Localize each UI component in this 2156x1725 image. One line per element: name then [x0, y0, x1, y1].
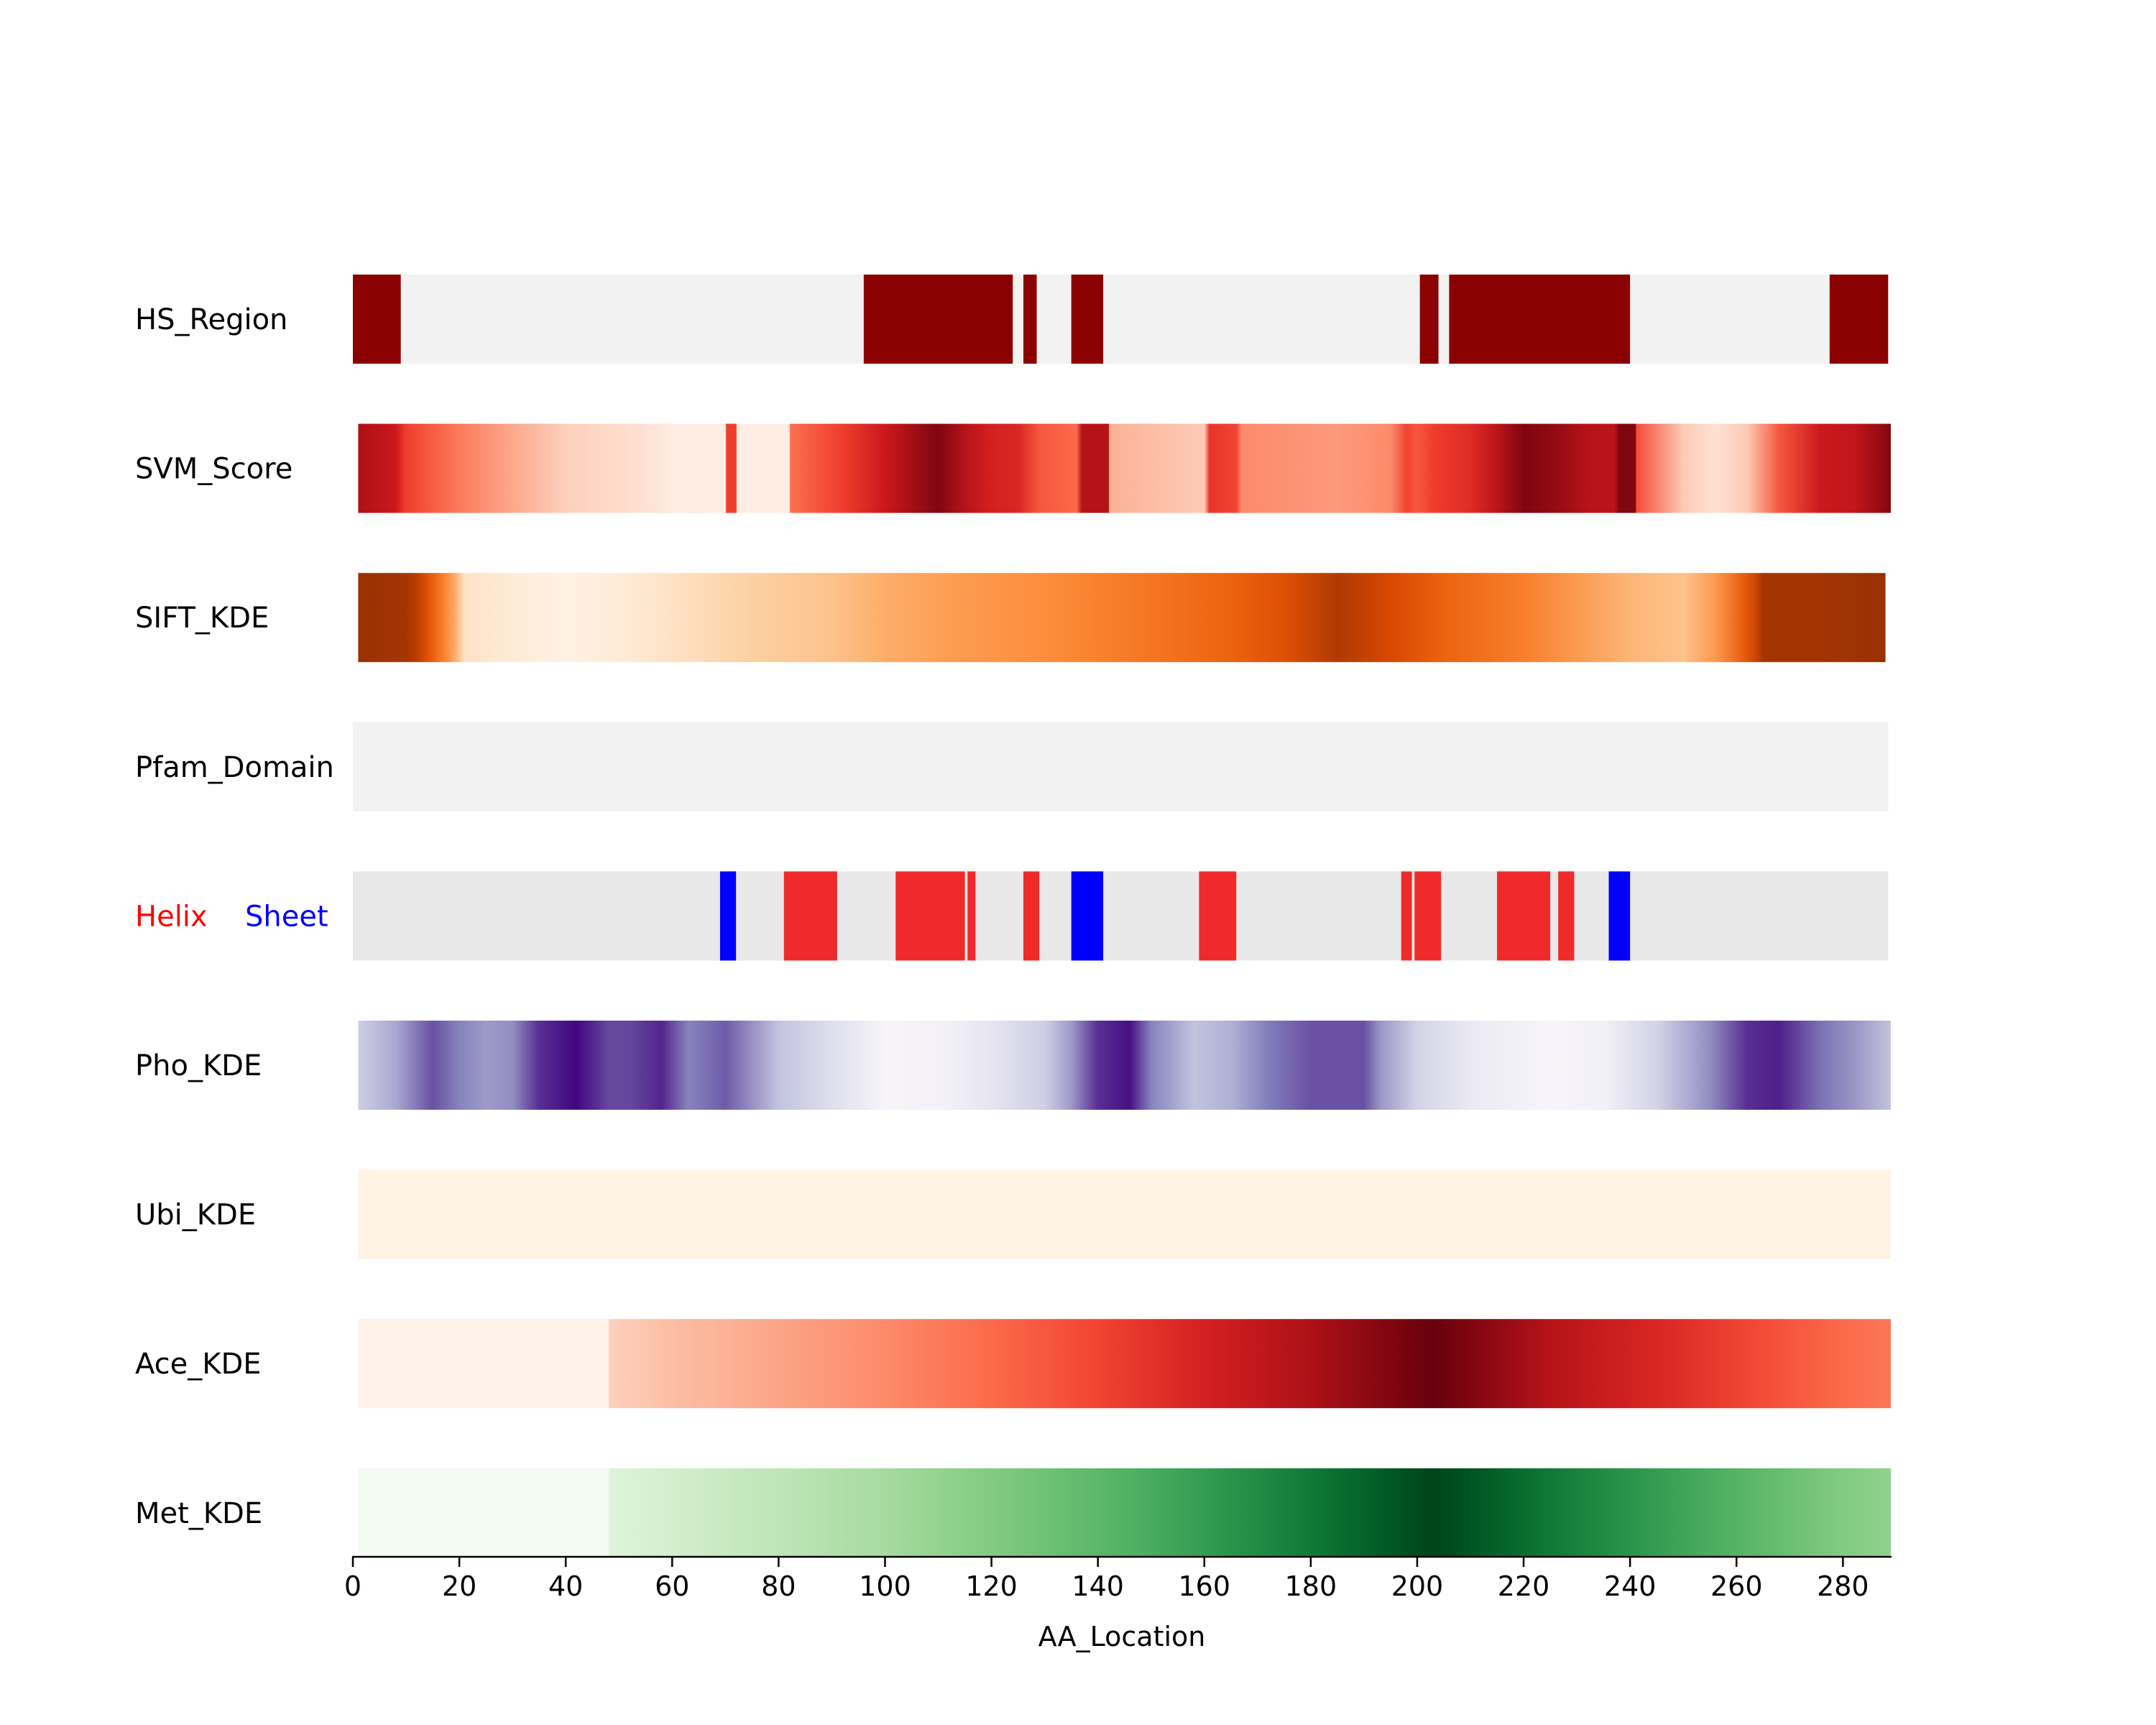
track-segment — [863, 275, 1013, 364]
track-label-svm-score: SVM_Score — [135, 453, 292, 486]
track-segment — [1449, 275, 1631, 364]
sheet-segment — [1608, 871, 1631, 961]
track-hs-region — [353, 275, 1889, 364]
track-background — [353, 871, 1889, 961]
track-label-ubi-kde: Ubi_KDE — [135, 1199, 256, 1232]
helix-segment — [1199, 871, 1237, 961]
track-gradient — [358, 1468, 1892, 1558]
helix-segment — [783, 871, 837, 961]
track-label-met-kde: Met_KDE — [135, 1497, 262, 1530]
helix-segment — [967, 871, 976, 961]
track-label-pfam-domain: Pfam_Domain — [135, 751, 334, 784]
track-ubi-kde — [358, 1169, 1892, 1259]
track-segment — [353, 275, 401, 364]
track-gradient — [358, 1169, 1892, 1259]
track-labels: HS_Region SVM_Score SIFT_KDE Pfam_Domain Hel… — [135, 303, 334, 1530]
track-segment — [1829, 275, 1889, 364]
x-tick-label: 160 — [1179, 1570, 1231, 1602]
x-tick-label: 140 — [1072, 1570, 1124, 1602]
x-axis: 0 20 40 60 80 100 120 140 160 180 200 220 240 260 280 … — [344, 1555, 1892, 1652]
x-axis-title: AA_Location — [1038, 1621, 1206, 1652]
track-ace-kde — [358, 1319, 1892, 1409]
x-tick-label: 280 — [1817, 1570, 1869, 1602]
track-segment — [1023, 275, 1037, 364]
x-tick-label: 220 — [1498, 1570, 1550, 1602]
tracks — [353, 275, 1892, 1558]
track-helix-sheet — [353, 871, 1889, 961]
x-tick-label: 80 — [761, 1570, 796, 1602]
x-tick-label: 180 — [1285, 1570, 1337, 1602]
legend-label-sheet: Sheet — [245, 900, 328, 933]
track-met-kde — [358, 1468, 1892, 1558]
x-tick-label: 100 — [859, 1570, 911, 1602]
track-pfam-domain — [353, 722, 1889, 811]
helix-segment — [1497, 871, 1551, 961]
track-label-pho-kde: Pho_KDE — [135, 1049, 262, 1082]
track-pho-kde — [358, 1021, 1892, 1110]
track-label-ace-kde: Ace_KDE — [135, 1348, 262, 1381]
helix-segment — [1023, 871, 1040, 961]
x-tick-label: 60 — [655, 1570, 689, 1602]
x-tick-label: 240 — [1604, 1570, 1657, 1602]
x-tick-label: 120 — [965, 1570, 1018, 1602]
track-background — [353, 722, 1889, 811]
track-gradient — [358, 1021, 1892, 1110]
helix-segment — [1558, 871, 1575, 961]
track-label-sift-kde: SIFT_KDE — [135, 602, 269, 635]
track-gradient — [358, 573, 1886, 663]
helix-segment — [895, 871, 965, 961]
sheet-segment — [719, 871, 737, 961]
helix-segment — [1414, 871, 1442, 961]
x-tick-label: 0 — [344, 1570, 361, 1602]
x-tick-label: 200 — [1391, 1570, 1444, 1602]
sheet-segment — [1071, 871, 1104, 961]
track-segment — [1419, 275, 1439, 364]
track-gradient — [358, 423, 1892, 513]
track-svm-score — [358, 423, 1892, 513]
track-background — [353, 275, 1889, 364]
track-sift-kde — [358, 573, 1886, 663]
track-segment — [1071, 275, 1104, 364]
x-ticks: 0 20 40 60 80 100 120 140 160 180 200 220 240 260 280 — [344, 1557, 1869, 1602]
x-tick-label: 260 — [1710, 1570, 1763, 1602]
x-tick-label: 20 — [442, 1570, 476, 1602]
legend-label-helix: Helix — [135, 900, 208, 933]
track-gradient — [358, 1319, 1892, 1409]
helix-segment — [1401, 871, 1412, 961]
x-tick-label: 40 — [548, 1570, 583, 1602]
track-label-hs-region: HS_Region — [135, 303, 287, 336]
